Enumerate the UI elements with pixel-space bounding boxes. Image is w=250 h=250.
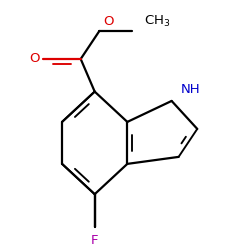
Text: CH$_3$: CH$_3$	[144, 14, 170, 29]
Text: NH: NH	[181, 83, 201, 96]
Text: O: O	[104, 15, 114, 28]
Text: F: F	[91, 234, 98, 247]
Text: O: O	[29, 52, 39, 66]
